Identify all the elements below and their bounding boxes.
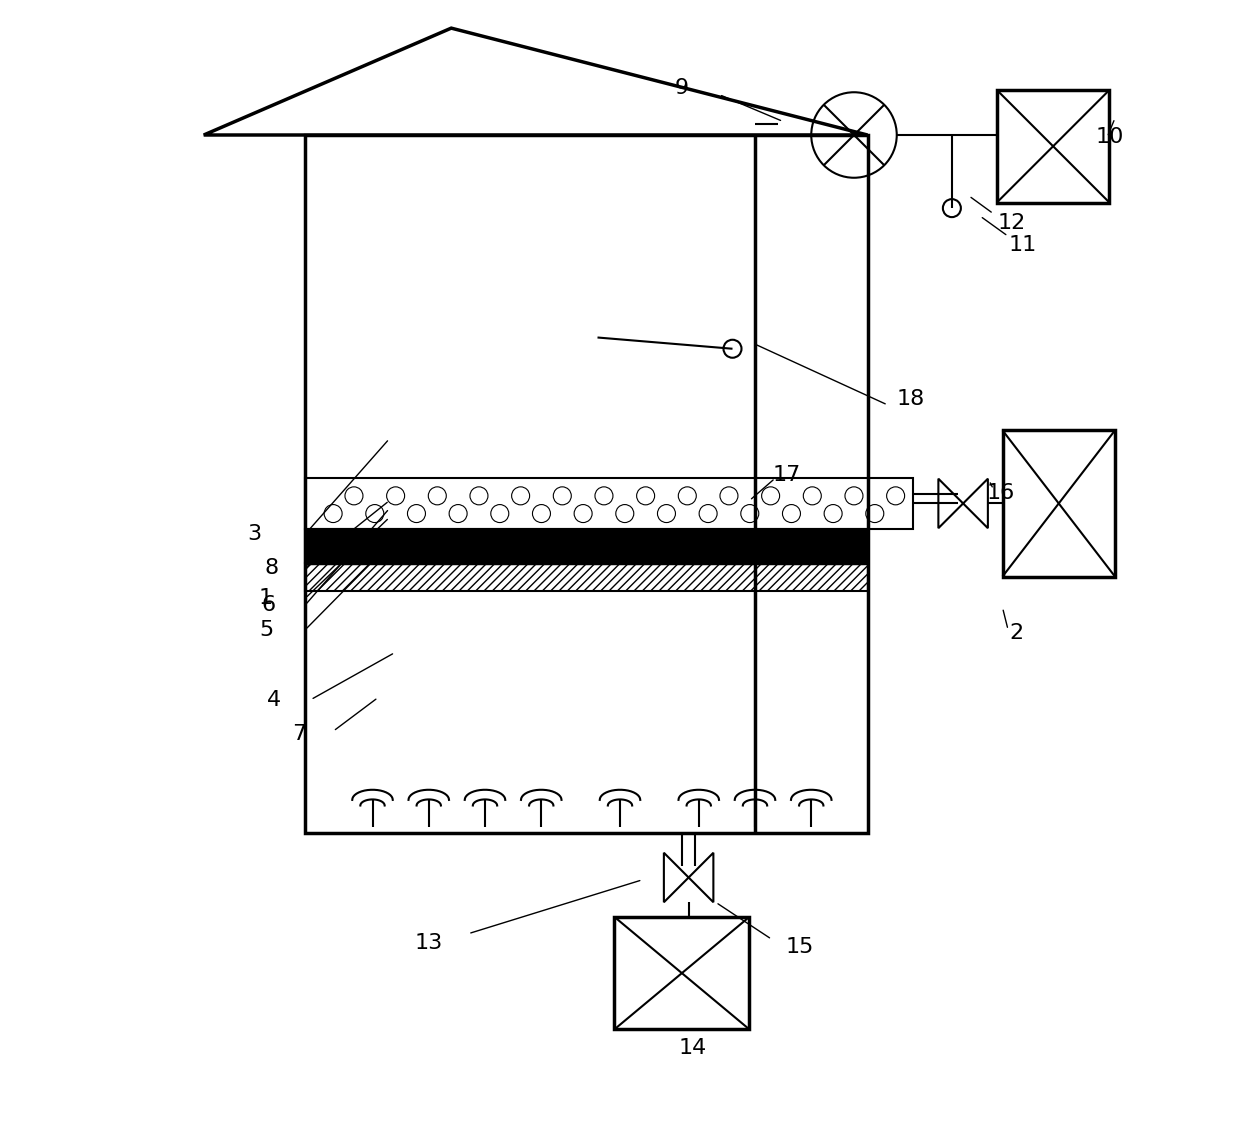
Bar <box>305 135 868 832</box>
Text: 15: 15 <box>786 937 815 957</box>
Text: 12: 12 <box>997 213 1025 233</box>
Bar <box>305 478 913 529</box>
Text: 5: 5 <box>259 620 274 640</box>
Bar <box>614 917 749 1029</box>
Text: 4: 4 <box>267 690 280 710</box>
Text: 2: 2 <box>1009 623 1023 643</box>
Bar <box>305 562 868 591</box>
Text: 13: 13 <box>414 933 443 953</box>
Text: 11: 11 <box>1008 235 1037 255</box>
Text: 3: 3 <box>247 524 262 544</box>
Text: 18: 18 <box>897 389 924 409</box>
Text: 6: 6 <box>262 595 277 615</box>
Text: 9: 9 <box>675 78 689 98</box>
Text: 16: 16 <box>986 483 1014 503</box>
Text: 14: 14 <box>680 1038 707 1059</box>
Bar <box>305 529 868 562</box>
Text: 17: 17 <box>773 465 801 485</box>
Text: 8: 8 <box>264 558 278 578</box>
Bar <box>997 90 1110 202</box>
Text: 7: 7 <box>293 723 306 744</box>
Text: 10: 10 <box>1095 127 1123 147</box>
Text: 1: 1 <box>259 588 273 609</box>
Bar <box>1002 430 1115 576</box>
